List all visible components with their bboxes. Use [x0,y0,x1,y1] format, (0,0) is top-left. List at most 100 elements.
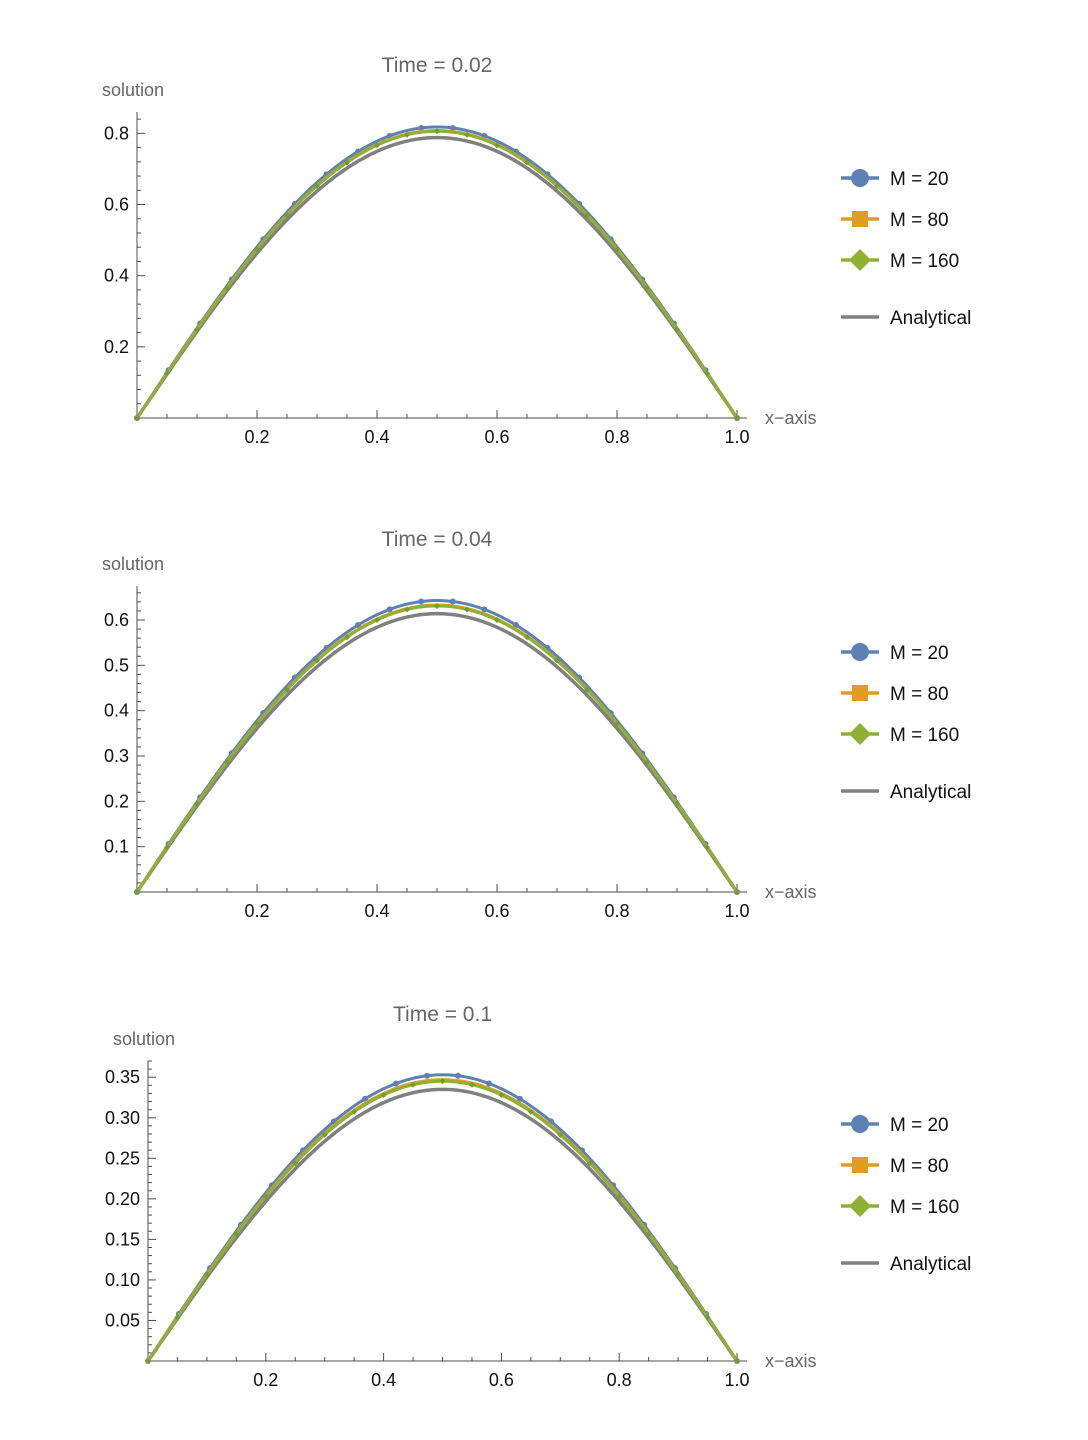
data-point [584,686,590,693]
legend-circle-marker [851,643,869,661]
data-point [164,844,170,851]
x-axis-label: x−axis [765,408,817,428]
data-point [494,142,500,149]
data-point [194,326,200,333]
data-point [314,657,320,664]
data-point [614,720,620,727]
data-point [374,142,380,149]
data-point [194,800,200,807]
data-point [644,284,650,291]
y-axis-label: solution [102,80,164,100]
data-point [449,124,456,131]
legend-label: M = 80 [890,210,949,231]
data-point [494,616,500,623]
data-point [380,1091,387,1098]
y-axis-label: solution [102,554,164,574]
data-point [404,606,410,613]
chart-panel-3: Time = 0.1 solution 0.2 0.4 0.6 0.8 1.0 x−axis 0… [105,1003,971,1390]
legend-diamond-marker [849,249,871,271]
data-point [557,1131,564,1138]
data-point [284,686,290,693]
y-tick-label: 0.2 [104,791,129,811]
series-line-3 [135,129,739,419]
y-tick-label: 0.15 [105,1229,140,1249]
x-tick-label: 0.4 [364,901,389,921]
data-point [254,246,260,253]
data-point [374,616,380,623]
data-point [344,634,350,641]
data-point [434,128,440,135]
data-point [351,1108,358,1115]
series-line-1 [135,599,739,893]
data-point [675,1271,682,1278]
x-tick-label: 0.2 [253,1370,278,1390]
data-point [386,606,393,613]
data-point [512,622,519,629]
chart-title: Time = 0.02 [382,54,493,77]
data-point [410,1081,417,1088]
data-point [418,598,425,605]
data-point [362,1095,368,1102]
x-tick-label: 0.6 [489,1370,514,1390]
data-point [321,1131,328,1138]
x-tick-label: 0.6 [484,901,509,921]
data-point [554,182,560,189]
series-line-3 [135,604,739,893]
data-point [355,622,362,629]
data-point [393,1080,399,1087]
data-point [524,634,530,641]
x-tick-label: 0.8 [604,901,629,921]
data-point [344,159,350,166]
data-point [464,606,470,613]
data-point [134,415,140,421]
x-tick-label: 1.0 [724,427,749,447]
data-point [704,1314,711,1321]
y-tick-label: 0.3 [104,746,129,766]
data-point [292,1160,299,1167]
y-tick-label: 0.6 [104,195,129,215]
y-tick-label: 0.05 [105,1310,140,1330]
data-point [486,1080,492,1087]
chart-title: Time = 0.04 [382,528,493,551]
data-point [262,1193,269,1200]
y-tick-label: 0.5 [104,655,129,675]
data-point [314,182,320,189]
data-point [524,159,530,166]
data-point [434,602,440,609]
y-tick-label: 0.10 [105,1270,140,1290]
legend-diamond-marker [849,1195,871,1217]
y-tick-label: 0.20 [105,1189,140,1209]
legend-label: Analytical [890,782,971,803]
series-line-2 [135,128,739,419]
data-point [584,212,590,219]
series-line-3 [146,1079,739,1362]
data-point [645,1231,652,1238]
legend-circle-marker [851,169,869,187]
data-point [418,124,425,131]
data-point [554,657,560,664]
data-point [145,1358,151,1364]
legend-diamond-marker [849,723,871,745]
data-point [254,720,260,727]
legend-square-marker [852,1157,868,1173]
legend-label: M = 160 [890,251,959,272]
series-line-2 [135,603,739,893]
data-point [404,131,410,138]
x-tick-label: 0.4 [371,1370,396,1390]
data-point [734,1358,740,1364]
data-point [449,598,456,605]
x-tick-label: 1.0 [724,901,749,921]
legend: M = 20 M = 80 M = 160 Analytical [841,643,971,803]
x-tick-label: 0.8 [607,1370,632,1390]
series-line-4 [146,1087,739,1362]
data-point [614,246,620,253]
y-tick-label: 0.1 [104,837,129,857]
x-axis-label: x−axis [765,1351,817,1371]
x-tick-label: 0.8 [604,427,629,447]
data-point [674,326,680,333]
series-line-1 [135,125,739,419]
data-point [734,889,740,895]
data-point [284,212,290,219]
data-point [455,1072,461,1079]
